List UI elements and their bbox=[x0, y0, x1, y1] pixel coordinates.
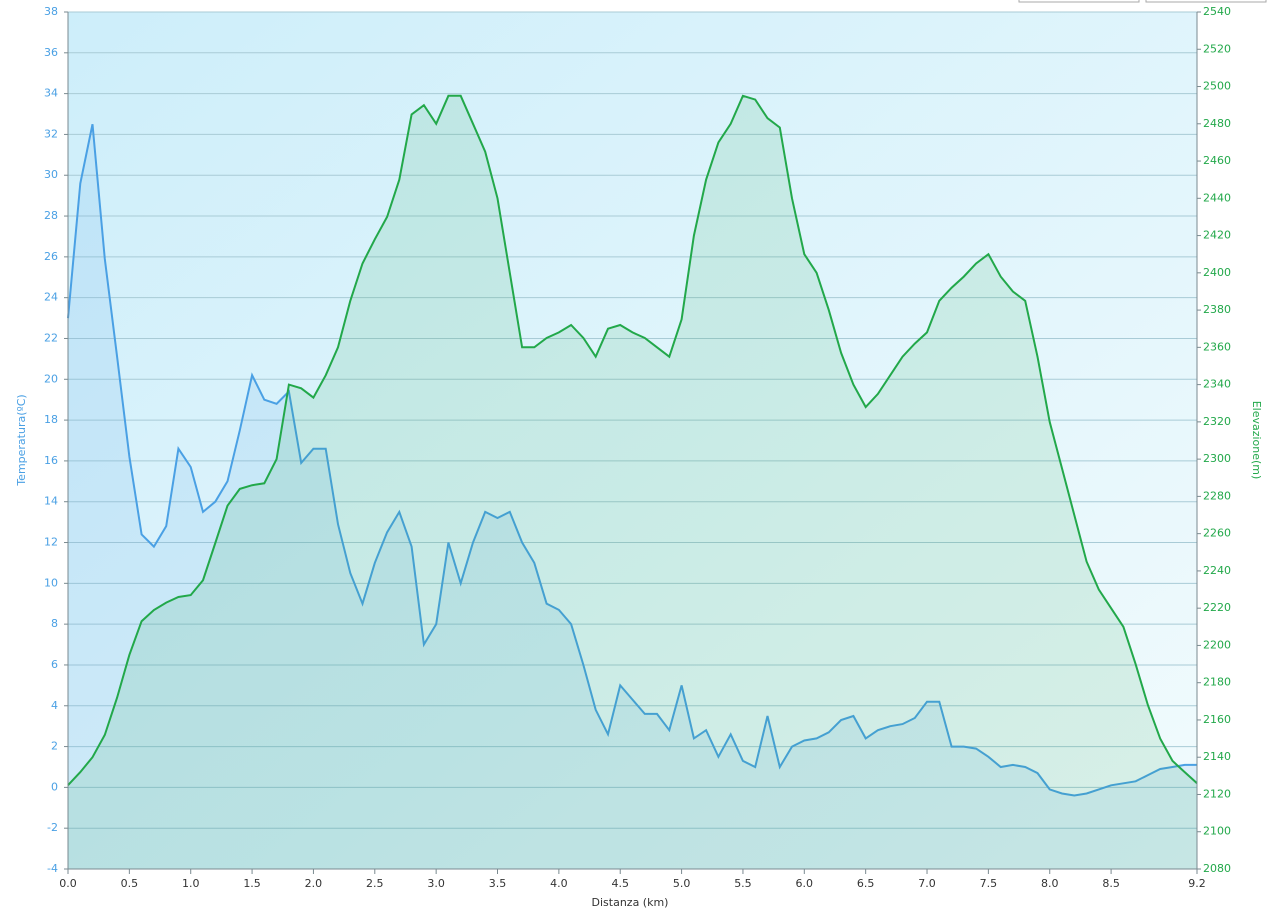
y-tick-label: 20 bbox=[44, 372, 58, 385]
y2-tick-label: 2080 bbox=[1203, 862, 1231, 875]
plot-area bbox=[68, 12, 1197, 869]
y-tick-label: 16 bbox=[44, 454, 58, 467]
x-tick-label: 0.0 bbox=[59, 877, 77, 890]
y-tick-label: 10 bbox=[44, 576, 58, 589]
y2-tick-label: 2260 bbox=[1203, 527, 1231, 540]
y-tick-label: 8 bbox=[51, 617, 58, 630]
y2-axis-title: Elevazione(m) bbox=[1250, 401, 1263, 480]
x-tick-label: 3.5 bbox=[489, 877, 507, 890]
y-axis-title: Temperatura(ºC) bbox=[15, 394, 28, 486]
button[interactable] bbox=[1145, 0, 1267, 3]
y-tick-label: 6 bbox=[51, 658, 58, 671]
y-tick-label: 30 bbox=[44, 168, 58, 181]
y-tick-label: 26 bbox=[44, 250, 58, 263]
y-tick-label: 32 bbox=[44, 127, 58, 140]
y2-tick-label: 2540 bbox=[1203, 5, 1231, 18]
series-line bbox=[67, 123, 1197, 797]
x-tick-label: 0.5 bbox=[121, 877, 139, 890]
x-tick-label: 9.2 bbox=[1188, 877, 1206, 890]
y2-tick-label: 2180 bbox=[1203, 676, 1231, 689]
y-tick-label: 34 bbox=[44, 87, 58, 100]
y2-tick-label: 2220 bbox=[1203, 601, 1231, 614]
y2-tick-label: 2380 bbox=[1203, 303, 1231, 316]
y-tick-label: 38 bbox=[44, 5, 58, 18]
y2-tick-label: 2500 bbox=[1203, 80, 1231, 93]
x-tick-label: 5.5 bbox=[734, 877, 752, 890]
y2-tick-label: 2360 bbox=[1203, 340, 1231, 353]
x-tick-label: 4.0 bbox=[550, 877, 568, 890]
y2-tick-label: 2240 bbox=[1203, 564, 1231, 577]
y-tick-label: 14 bbox=[44, 495, 58, 508]
x-tick-label: 8.0 bbox=[1041, 877, 1059, 890]
x-tick-label: 6.5 bbox=[857, 877, 875, 890]
x-tick-label: 2.0 bbox=[305, 877, 323, 890]
y-tick-label: 12 bbox=[44, 536, 58, 549]
x-tick-label: 3.0 bbox=[427, 877, 445, 890]
x-tick-label: 7.5 bbox=[980, 877, 998, 890]
y-tick-label: -4 bbox=[47, 862, 58, 875]
y2-tick-label: 2300 bbox=[1203, 452, 1231, 465]
y2-tick-label: 2340 bbox=[1203, 378, 1231, 391]
x-tick-label: 4.5 bbox=[611, 877, 629, 890]
y-tick-label: 22 bbox=[44, 331, 58, 344]
plot-layer bbox=[67, 11, 1198, 870]
y-tick-label: 0 bbox=[51, 780, 58, 793]
x-tick-label: 5.0 bbox=[673, 877, 691, 890]
button[interactable] bbox=[1018, 0, 1140, 3]
x-tick-label: 8.5 bbox=[1102, 877, 1120, 890]
x-tick-label: 6.0 bbox=[796, 877, 814, 890]
y-tick-label: -2 bbox=[47, 821, 58, 834]
y2-tick-label: 2400 bbox=[1203, 266, 1231, 279]
y-tick-label: 18 bbox=[44, 413, 58, 426]
x-axis-title: Distanza (km) bbox=[592, 896, 669, 909]
y2-tick-label: 2460 bbox=[1203, 154, 1231, 167]
y2-tick-label: 2420 bbox=[1203, 229, 1231, 242]
y2-tick-label: 2120 bbox=[1203, 787, 1231, 800]
y2-tick-label: 2520 bbox=[1203, 42, 1231, 55]
y-tick-label: 36 bbox=[44, 46, 58, 59]
y2-tick-label: 2100 bbox=[1203, 825, 1231, 838]
x-tick-label: 1.0 bbox=[182, 877, 200, 890]
x-tick-label: 7.0 bbox=[918, 877, 936, 890]
y2-tick-label: 2200 bbox=[1203, 638, 1231, 651]
y2-tick-label: 2160 bbox=[1203, 713, 1231, 726]
y2-tick-label: 2280 bbox=[1203, 489, 1231, 502]
y-tick-label: 28 bbox=[44, 209, 58, 222]
y2-tick-label: 2140 bbox=[1203, 750, 1231, 763]
y2-tick-label: 2440 bbox=[1203, 191, 1231, 204]
y2-tick-label: 2480 bbox=[1203, 117, 1231, 130]
y2-tick-label: 2320 bbox=[1203, 415, 1231, 428]
y-tick-label: 4 bbox=[51, 699, 58, 712]
x-tick-label: 1.5 bbox=[243, 877, 261, 890]
x-tick-label: 2.5 bbox=[366, 877, 384, 890]
area-fill bbox=[68, 95, 1197, 870]
area-fill bbox=[68, 124, 1197, 869]
y-tick-label: 2 bbox=[51, 740, 58, 753]
y-tick-label: 24 bbox=[44, 291, 58, 304]
series-line bbox=[67, 94, 1198, 786]
